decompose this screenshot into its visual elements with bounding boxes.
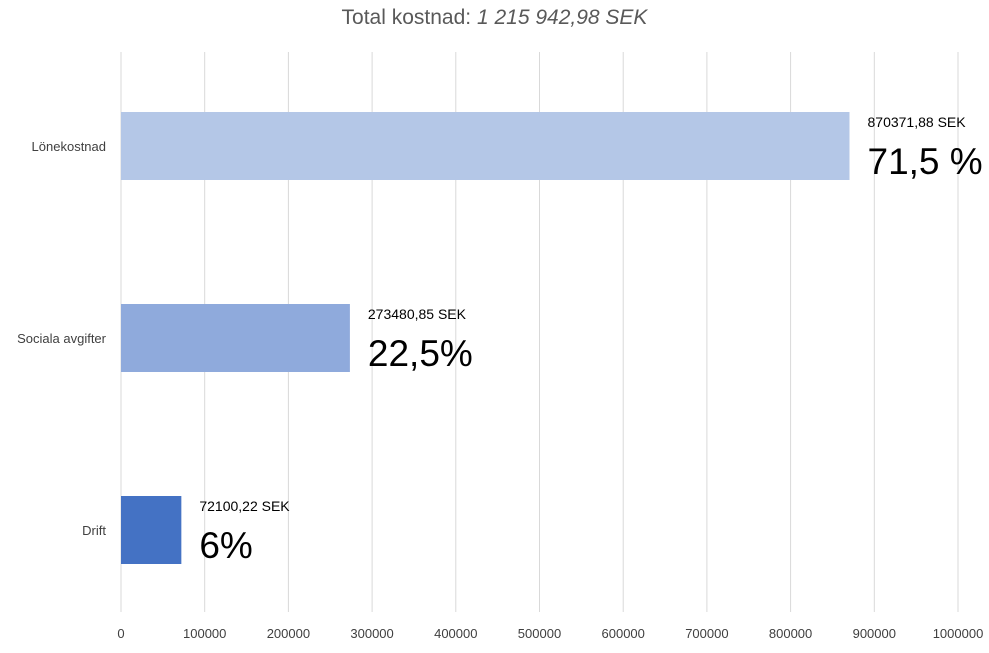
category-label: Drift — [82, 523, 106, 538]
x-tick-label: 600000 — [602, 626, 645, 641]
category-axis: Lönekostnad Sociala avgifter Drift — [17, 139, 107, 538]
value-label: 870371,88 SEK — [868, 114, 967, 130]
data-labels: 870371,88 SEK 71,5 % 273480,85 SEK 22,5% 721… — [199, 114, 982, 566]
percent-label: 71,5 % — [868, 141, 983, 182]
x-tick-label: 800000 — [769, 626, 812, 641]
value-label: 72100,22 SEK — [199, 498, 290, 514]
category-label: Sociala avgifter — [17, 331, 107, 346]
bar — [121, 496, 182, 564]
bar — [121, 112, 850, 180]
x-tick-label: 400000 — [434, 626, 477, 641]
x-tick-label: 0 — [117, 626, 124, 641]
bar — [121, 304, 350, 372]
x-tick-label: 200000 — [267, 626, 310, 641]
x-tick-label: 700000 — [685, 626, 728, 641]
bars — [121, 112, 850, 564]
chart-title: Total kostnad: 1 215 942,98 SEK — [0, 6, 989, 30]
percent-label: 6% — [199, 525, 252, 566]
percent-label: 22,5% — [368, 333, 473, 374]
x-tick-label: 300000 — [350, 626, 393, 641]
x-tick-label: 100000 — [183, 626, 226, 641]
x-tick-label: 500000 — [518, 626, 561, 641]
category-label: Lönekostnad — [32, 139, 106, 154]
x-tick-label: 900000 — [853, 626, 896, 641]
chart-title-prefix: Total kostnad: — [341, 6, 477, 29]
value-label: 273480,85 SEK — [368, 306, 467, 322]
value-axis: 0 100000 200000 300000 400000 500000 600000 700… — [117, 626, 983, 641]
x-tick-label: 1000000 — [933, 626, 984, 641]
chart-title-amount: 1 215 942,98 SEK — [476, 6, 648, 29]
